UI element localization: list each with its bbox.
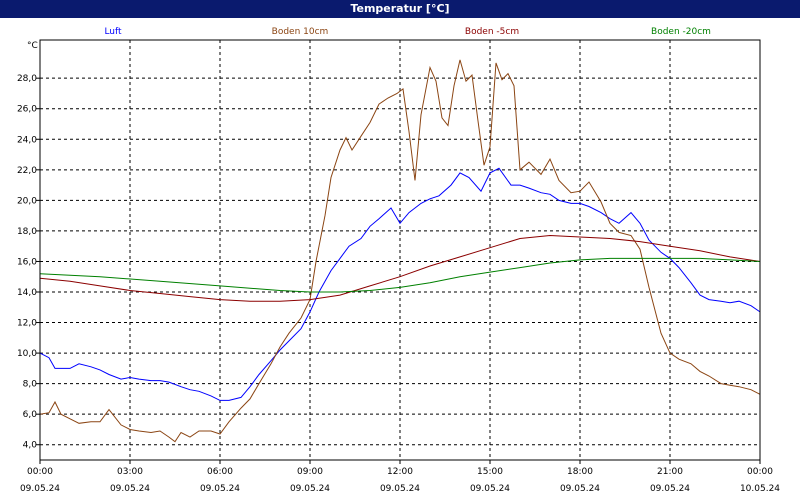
y-tick-label: 16,0: [17, 257, 37, 267]
x-tick-date-label: 09.05.24: [20, 484, 60, 494]
x-tick-time-label: 12:00: [387, 467, 413, 477]
legend-entry: Boden -5cm: [465, 27, 519, 37]
chart-title: Temperatur [°C]: [0, 0, 800, 18]
x-axis: 00:00 09.05.24 03:00 09.05.24 06:00 09.05.24 0…: [20, 460, 780, 494]
y-tick-label: 24,0: [17, 135, 37, 145]
x-tick-date-label: 10.05.24: [740, 484, 780, 494]
y-tick-label: 20,0: [17, 196, 37, 206]
x-tick-time-label: 00:00: [747, 467, 773, 477]
x-tick-date-label: 09.05.24: [650, 484, 690, 494]
y-tick-label: 10,0: [17, 349, 37, 359]
legend-entry: Boden 10cm: [272, 27, 329, 37]
series-lines: [39, 59, 761, 443]
x-tick-time-label: 18:00: [567, 467, 593, 477]
x-tick-date-label: 09.05.24: [380, 484, 420, 494]
y-tick-label: 6,0: [23, 410, 38, 420]
x-tick-time-label: 00:00: [27, 467, 53, 477]
x-tick-time-label: 03:00: [117, 467, 143, 477]
x-tick-date-label: 09.05.24: [470, 484, 510, 494]
series-line-boden-20cm: [39, 257, 761, 293]
temperature-chart: Luft Boden 10cm Boden -5cm Boden -20cm °C 4…: [17, 27, 780, 494]
x-tick-date-label: 09.05.24: [290, 484, 330, 494]
x-tick-time-label: 09:00: [297, 467, 323, 477]
x-tick-date-label: 09.05.24: [560, 484, 600, 494]
y-tick-label: 26,0: [17, 105, 37, 115]
y-axis-label: °C: [27, 41, 38, 51]
grid-lines: [40, 40, 760, 460]
x-tick-date-label: 09.05.24: [200, 484, 240, 494]
x-tick-time-label: 21:00: [657, 467, 683, 477]
legend: Luft Boden 10cm Boden -5cm Boden -20cm: [104, 27, 711, 37]
legend-entry: Boden -20cm: [651, 27, 711, 37]
y-tick-label: 8,0: [23, 380, 38, 390]
series-line-boden-5cm: [39, 234, 761, 302]
series-line-luft: [39, 167, 761, 401]
x-tick-time-label: 06:00: [207, 467, 233, 477]
y-tick-label: 4,0: [23, 441, 38, 451]
y-tick-label: 14,0: [17, 288, 37, 298]
y-tick-label: 18,0: [17, 227, 37, 237]
legend-entry: Luft: [104, 27, 122, 37]
y-tick-label: 12,0: [17, 319, 37, 329]
y-tick-label: 22,0: [17, 166, 37, 176]
series-line-boden-10cm: [39, 59, 761, 443]
x-tick-time-label: 15:00: [477, 467, 503, 477]
y-tick-label: 28,0: [17, 74, 37, 84]
y-axis: 4,0 6,0 8,0 10,0 12,0 14,0 16,0 18,0 20,0 22,0 24,…: [17, 74, 40, 451]
x-tick-date-label: 09.05.24: [110, 484, 150, 494]
